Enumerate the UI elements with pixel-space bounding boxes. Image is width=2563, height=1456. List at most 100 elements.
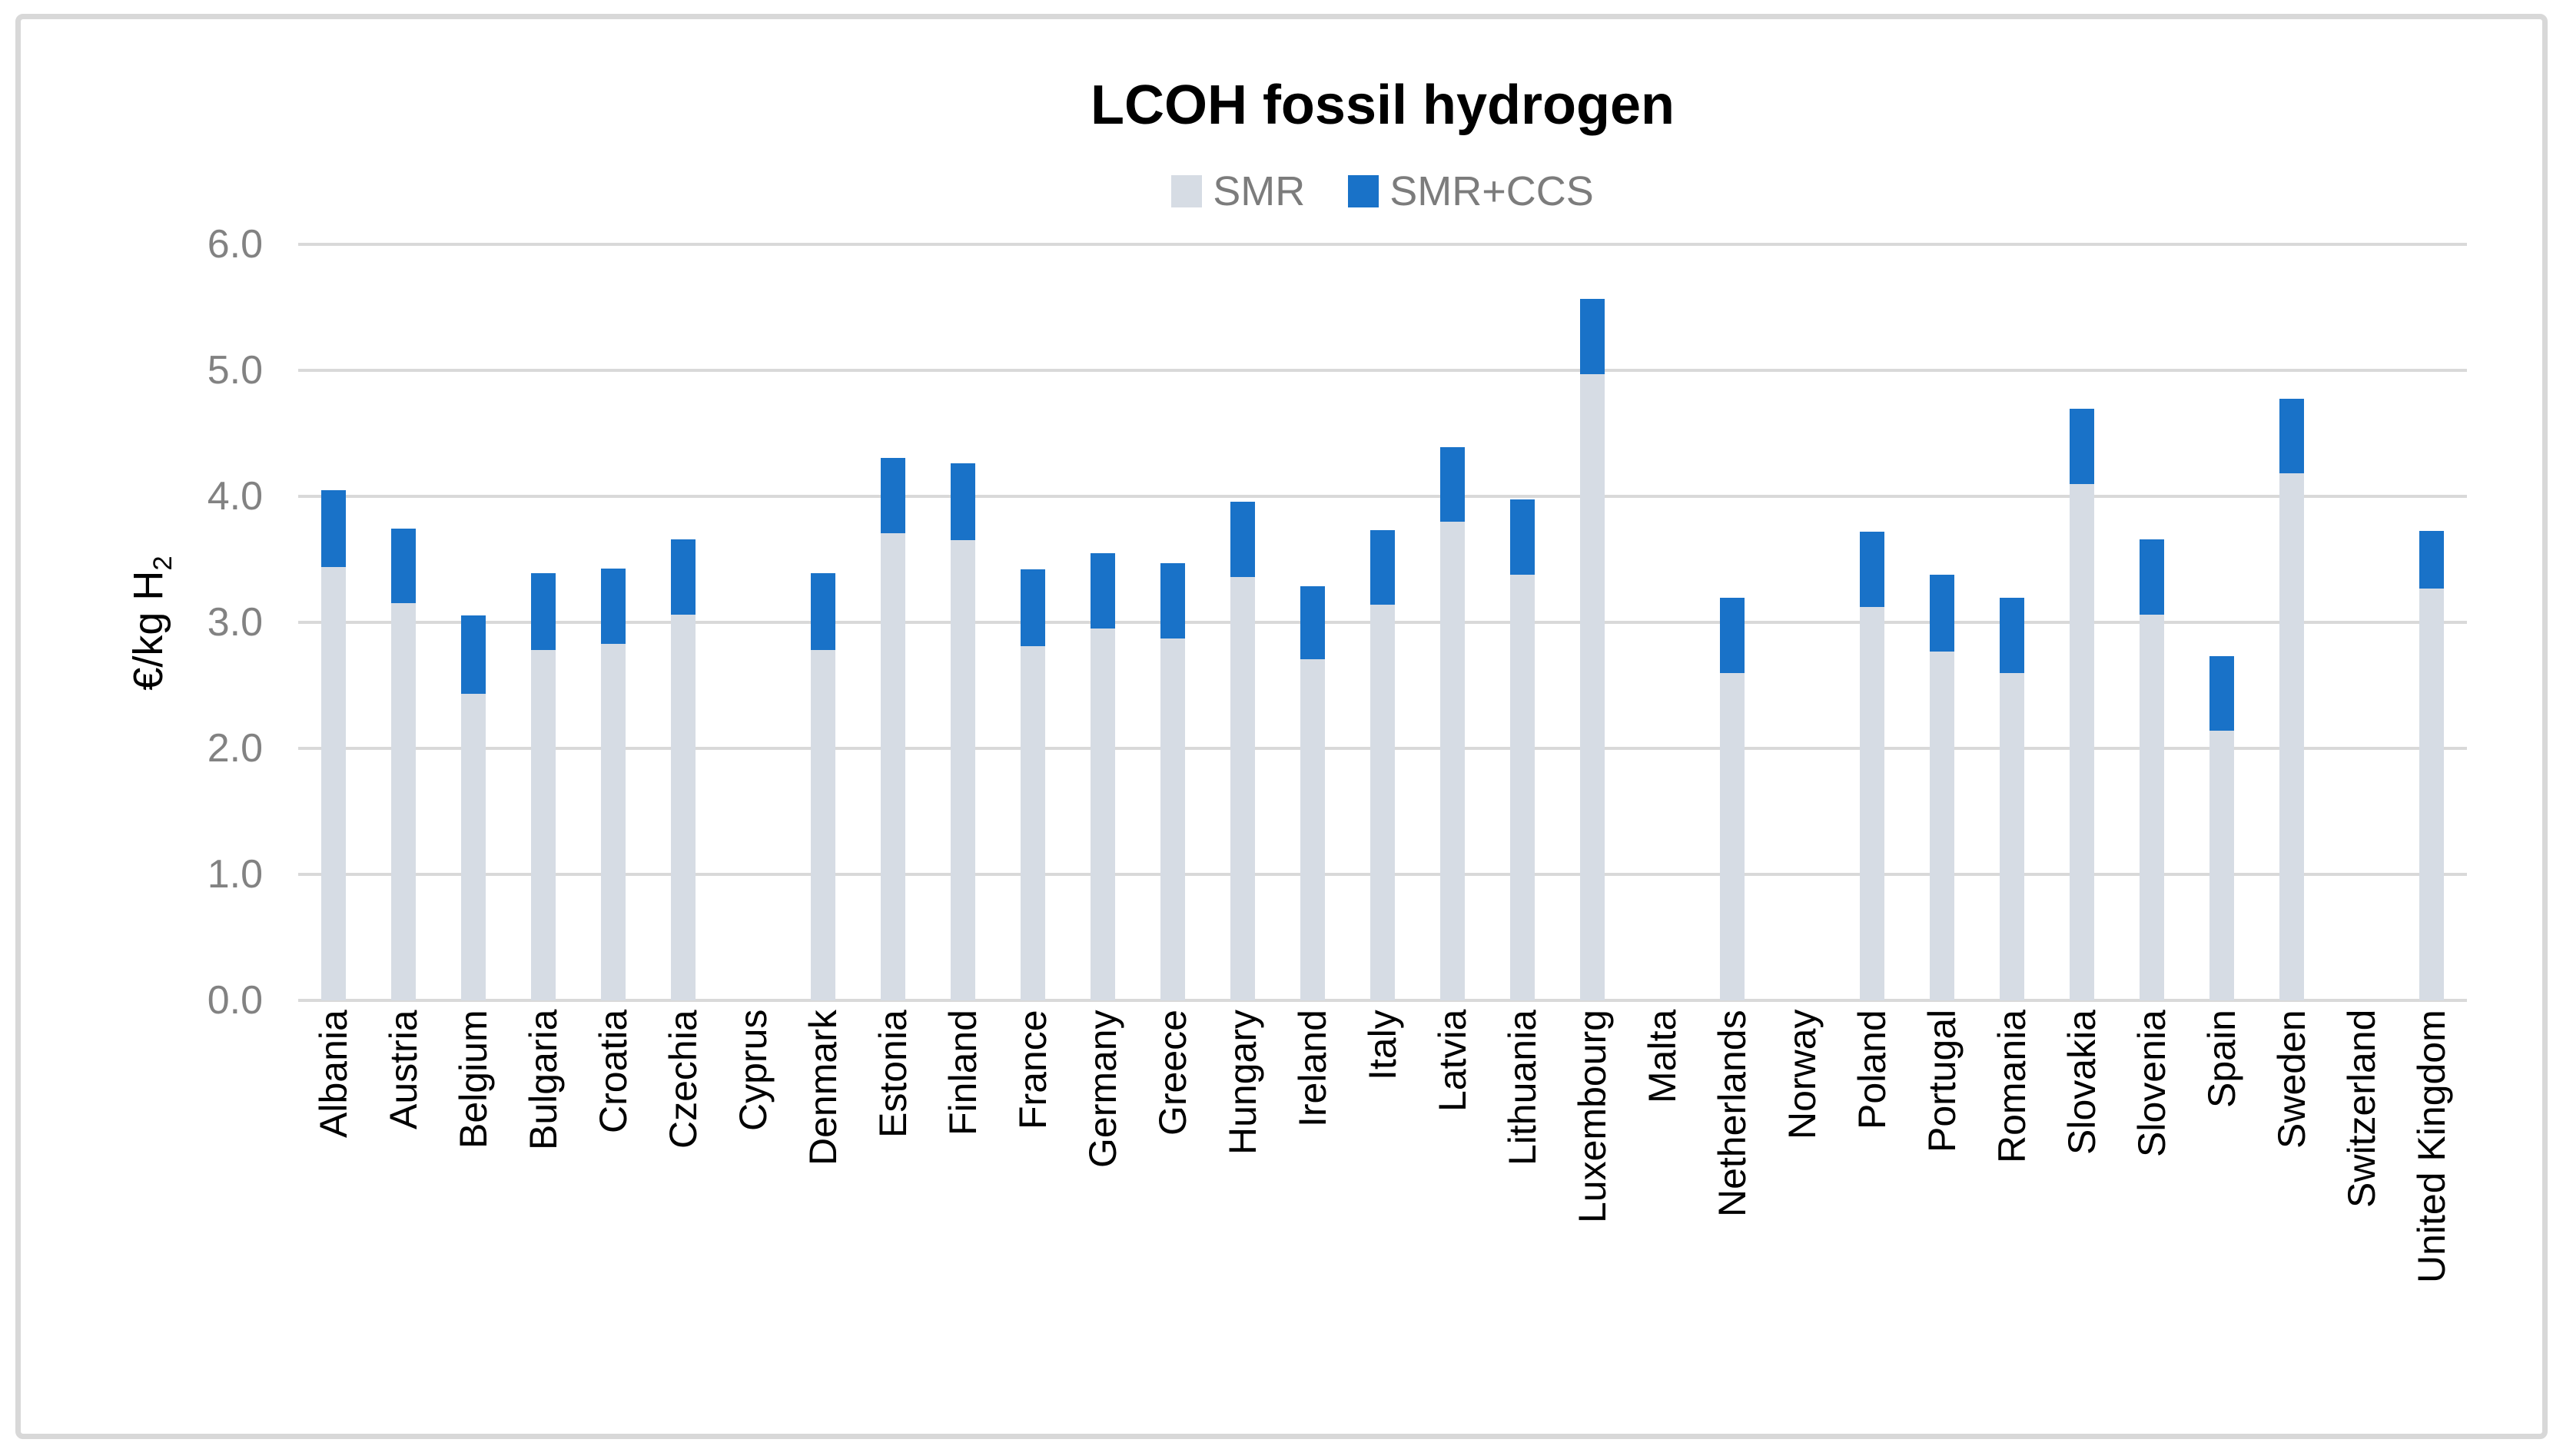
bar-stack — [460, 615, 486, 1000]
smr-bar-segment — [1160, 638, 1185, 1000]
bar-column-austria — [368, 244, 438, 1000]
x-axis-label-text: France — [1011, 1010, 1054, 1129]
x-axis-label-estonia: Estonia — [858, 1010, 928, 1434]
bar-stack — [390, 529, 416, 1000]
smr-bar-segment — [1440, 522, 1466, 1000]
smr-bar-segment — [950, 540, 975, 1000]
x-axis-label-text: Austria — [381, 1010, 425, 1129]
smr-ccs-bar-segment — [1160, 563, 1185, 638]
x-axis-label-text: Malta — [1641, 1010, 1685, 1104]
x-axis-label-germany: Germany — [1067, 1010, 1137, 1434]
bar-stack — [1230, 502, 1255, 1000]
smr-bar-segment — [390, 603, 416, 1000]
smr-bar-segment — [670, 615, 696, 1000]
gridline — [298, 495, 2467, 498]
y-tick-label: 1.0 — [207, 852, 263, 897]
x-axis-label-text: Bulgaria — [521, 1010, 565, 1151]
y-tick-label: 2.0 — [207, 726, 263, 771]
smr-bar-segment — [1090, 629, 1115, 1000]
bar-column-sweden — [2257, 244, 2327, 1000]
x-axis-label-greece: Greece — [1137, 1010, 1207, 1434]
bar-stack — [2279, 399, 2305, 1000]
bar-stack — [1720, 598, 1745, 1000]
smr-bar-segment — [1860, 607, 1885, 1000]
x-axis-label-text: Germany — [1081, 1010, 1124, 1168]
x-axis-label-text: Poland — [1851, 1010, 1894, 1129]
x-axis-label-malta: Malta — [1628, 1010, 1698, 1434]
bar-column-finland — [928, 244, 998, 1000]
smr-bar-segment — [2070, 484, 2095, 1000]
smr-bar-segment — [2000, 673, 2025, 1000]
x-axis-label-text: Netherlands — [1711, 1010, 1755, 1217]
x-axis-label-lithuania: Lithuania — [1488, 1010, 1558, 1434]
bar-column-latvia — [1418, 244, 1488, 1000]
smr-ccs-bar-segment — [460, 615, 486, 694]
chart-title: LCOH fossil hydrogen — [1090, 75, 1675, 136]
x-axis-label-croatia: Croatia — [578, 1010, 648, 1434]
x-axis-label-text: Lithuania — [1501, 1010, 1545, 1166]
x-axis-label-text: Romania — [1990, 1010, 2034, 1164]
smr-bar-segment — [1230, 577, 1255, 1000]
bar-column-lithuania — [1488, 244, 1558, 1000]
x-axis-label-text: Czechia — [661, 1010, 705, 1149]
bar-column-portugal — [1907, 244, 1977, 1000]
x-axis-label-text: Cyprus — [731, 1010, 775, 1132]
x-axis-label-netherlands: Netherlands — [1698, 1010, 1768, 1434]
x-axis-label-text: Greece — [1150, 1010, 1194, 1136]
x-axis-label-text: Portugal — [1921, 1010, 1964, 1153]
x-axis-label-norway: Norway — [1768, 1010, 1838, 1434]
x-axis-label-text: United Kingdom — [2410, 1010, 2454, 1283]
x-axis-label-romania: Romania — [1977, 1010, 2047, 1434]
x-axis-label-united-kingdom: United Kingdom — [2397, 1010, 2467, 1434]
bar-stack — [2000, 598, 2025, 1000]
bar-column-greece — [1137, 244, 1207, 1000]
x-axis-label-finland: Finland — [928, 1010, 998, 1434]
smr-ccs-bar-segment — [2000, 598, 2025, 673]
x-axis-label-text: Finland — [941, 1010, 984, 1136]
smr-bar-segment — [1580, 374, 1605, 1000]
bar-column-belgium — [438, 244, 508, 1000]
bar-column-czechia — [648, 244, 718, 1000]
bar-column-poland — [1838, 244, 1907, 1000]
smr-ccs-bar-segment — [880, 458, 905, 533]
bar-column-croatia — [578, 244, 648, 1000]
bar-stack — [2070, 409, 2095, 1000]
x-axis-label-switzerland: Switzerland — [2327, 1010, 2397, 1434]
bar-stack — [1090, 553, 1115, 1000]
legend-swatch-icon — [1171, 175, 1203, 207]
x-axis-label-austria: Austria — [368, 1010, 438, 1434]
smr-ccs-bar-segment — [390, 529, 416, 603]
smr-ccs-bar-segment — [530, 573, 556, 650]
x-axis-label-albania: Albania — [298, 1010, 368, 1434]
legend-label: SMR — [1213, 168, 1306, 214]
x-axis-label-text: Italy — [1360, 1010, 1404, 1080]
legend-item-smr: SMR — [1171, 167, 1305, 215]
smr-bar-segment — [880, 533, 905, 1000]
smr-bar-segment — [600, 644, 626, 1000]
bar-column-romania — [1977, 244, 2047, 1000]
smr-ccs-bar-segment — [2279, 399, 2305, 473]
bar-stack — [1300, 586, 1325, 1000]
x-axis-label-denmark: Denmark — [788, 1010, 858, 1434]
x-axis-label-text: Denmark — [801, 1010, 845, 1166]
smr-ccs-bar-segment — [1020, 569, 1045, 646]
smr-bar-segment — [460, 694, 486, 1000]
x-axis-label-spain: Spain — [2187, 1010, 2257, 1434]
smr-ccs-bar-segment — [1090, 553, 1115, 629]
bar-stack — [1440, 447, 1466, 1000]
x-axis-label-text: Albania — [311, 1010, 355, 1138]
bar-stack — [810, 573, 835, 1000]
x-axis-label-text: Ireland — [1290, 1010, 1334, 1127]
bar-stack — [1860, 532, 1885, 1000]
x-axis-label-text: Slovenia — [2130, 1010, 2174, 1157]
bar-stack — [600, 569, 626, 1000]
y-tick-label: 6.0 — [207, 222, 263, 267]
bar-column-spain — [2187, 244, 2257, 1000]
smr-bar-segment — [810, 650, 835, 1000]
legend-label: SMR+CCS — [1389, 168, 1594, 214]
x-axis-label-text: Hungary — [1220, 1010, 1264, 1155]
x-axis-label-belgium: Belgium — [438, 1010, 508, 1434]
bar-stack — [320, 490, 346, 1000]
smr-bar-segment — [1930, 652, 1955, 1000]
x-axis-label-bulgaria: Bulgaria — [508, 1010, 578, 1434]
